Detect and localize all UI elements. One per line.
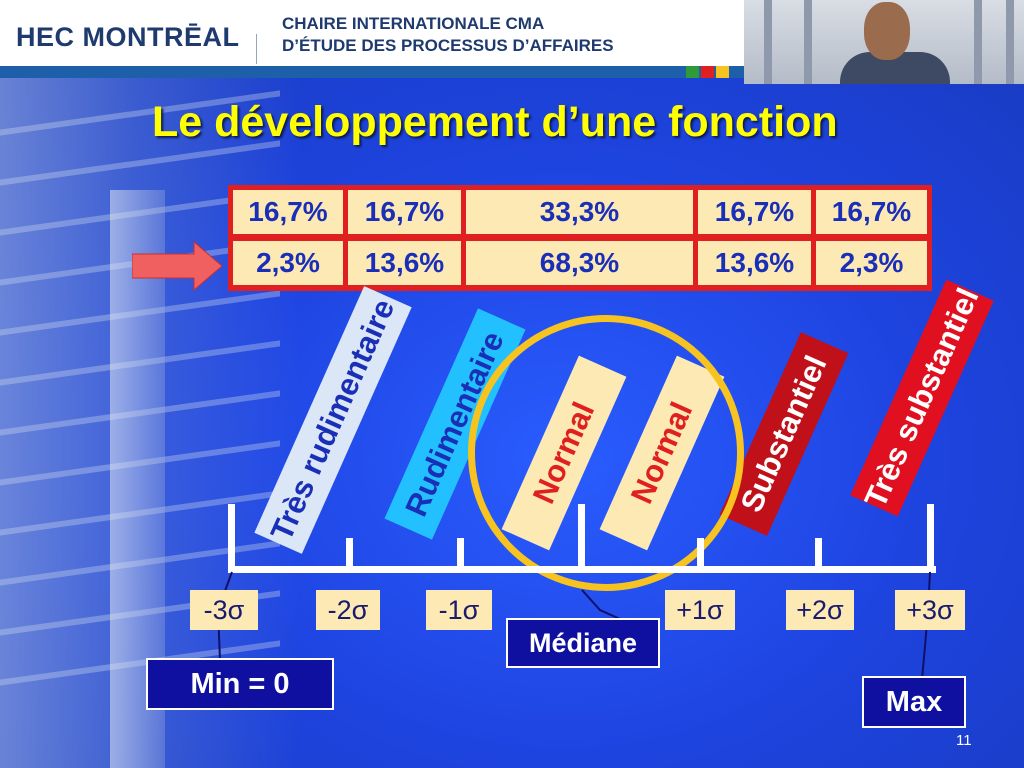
header-banner: HEC MONTRĒAL CHAIRE INTERNATIONALE CMA D… (0, 0, 744, 78)
median-label: Médiane (506, 618, 660, 668)
chaire-line-1: CHAIRE INTERNATIONALE CMA (282, 14, 545, 33)
sigma-label-minus-3: -3σ (190, 590, 258, 630)
table-cell-r2c1: 2,3% (233, 241, 343, 285)
table-cell-r1c1: 16,7% (233, 190, 343, 234)
tick-plus-3 (927, 504, 934, 570)
tick-median (578, 504, 585, 570)
table-cell-r2c5: 2,3% (816, 241, 927, 285)
normal-highlight-circle (468, 315, 744, 591)
header-photo (744, 0, 1024, 84)
yellow-square (716, 66, 729, 78)
max-label: Max (862, 676, 966, 728)
sigma-label-plus-2: +2σ (786, 590, 854, 630)
tick-minus-2 (346, 538, 353, 568)
tick-minus-3 (228, 504, 235, 570)
chaire-title: CHAIRE INTERNATIONALE CMA D’ÉTUDE DES PR… (282, 13, 614, 57)
table-cell-r1c2: 16,7% (348, 190, 461, 234)
sigma-label-minus-1: -1σ (426, 590, 492, 630)
sigma-label-minus-2: -2σ (316, 590, 380, 630)
slide-title: Le développement d’une fonction (152, 98, 838, 146)
table-cell-r1c5: 16,7% (816, 190, 927, 234)
page-number: 11 (956, 732, 972, 749)
sigma-label-plus-1: +1σ (665, 590, 735, 630)
green-square (686, 66, 699, 78)
tick-plus-2 (815, 538, 822, 568)
right-arrow-icon (132, 240, 223, 292)
table-cell-r2c2: 13,6% (348, 241, 461, 285)
chaire-line-2: D’ÉTUDE DES PROCESSUS D’AFFAIRES (282, 36, 614, 55)
red-square (701, 66, 714, 78)
table-cell-r2c3: 68,3% (466, 241, 693, 285)
table-cell-r2c4: 13,6% (698, 241, 811, 285)
header-blue-bar (0, 66, 744, 78)
min-label: Min = 0 (146, 658, 334, 710)
header-divider (256, 34, 257, 64)
table-cell-r1c4: 16,7% (698, 190, 811, 234)
percentage-table: 16,7% 16,7% 33,3% 16,7% 16,7% 2,3% 13,6%… (228, 185, 932, 291)
hec-montreal-logo: HEC MONTRĒAL (16, 22, 240, 52)
tick-plus-1 (697, 538, 704, 568)
sigma-label-plus-3: +3σ (895, 590, 965, 630)
table-cell-r1c3: 33,3% (466, 190, 693, 234)
tick-minus-1 (457, 538, 464, 568)
